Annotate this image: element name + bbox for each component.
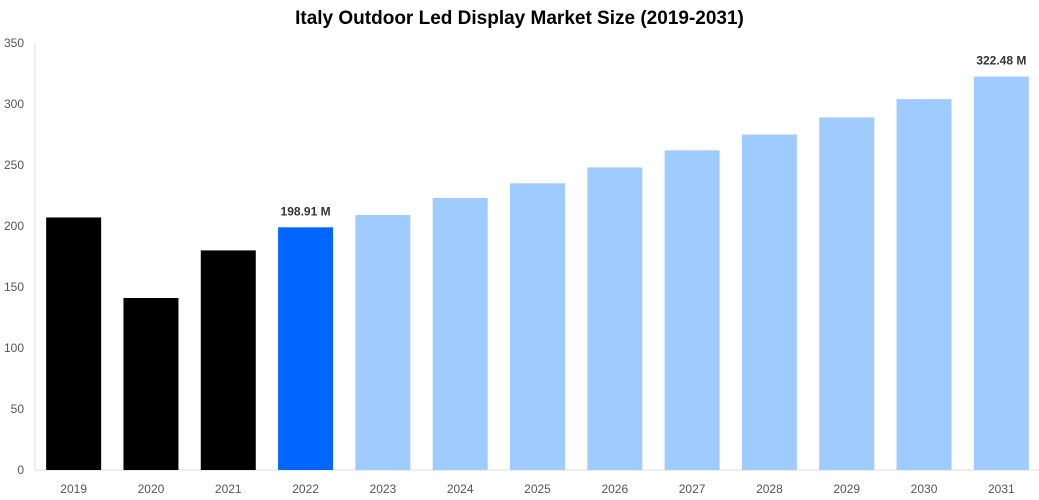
data-label-2031: 322.48 M bbox=[976, 54, 1026, 68]
y-tick-label: 50 bbox=[11, 402, 25, 416]
bar-2028 bbox=[741, 134, 797, 470]
bar-2027 bbox=[664, 150, 720, 471]
y-tick-label: 300 bbox=[4, 97, 24, 111]
bar-2029 bbox=[819, 117, 875, 471]
x-tick-label: 2021 bbox=[215, 482, 242, 496]
x-tick-label: 2028 bbox=[756, 482, 783, 496]
x-tick-label: 2025 bbox=[524, 482, 551, 496]
y-tick-label: 150 bbox=[4, 280, 24, 294]
x-tick-label: 2030 bbox=[911, 482, 938, 496]
x-tick-label: 2026 bbox=[601, 482, 628, 496]
y-tick-label: 100 bbox=[4, 341, 24, 355]
bar-2023 bbox=[355, 215, 411, 470]
bar-2024 bbox=[432, 197, 488, 470]
x-tick-label: 2031 bbox=[988, 482, 1015, 496]
x-tick-label: 2027 bbox=[679, 482, 706, 496]
bar-2019 bbox=[46, 217, 102, 470]
bar-2031 bbox=[973, 76, 1029, 470]
data-label-2022: 198.91 M bbox=[281, 204, 331, 218]
y-tick-label: 250 bbox=[4, 158, 24, 172]
x-tick-label: 2020 bbox=[138, 482, 165, 496]
bar-2025 bbox=[510, 183, 565, 471]
bar-2022 bbox=[278, 227, 334, 470]
bar-2026 bbox=[587, 167, 643, 470]
x-tick-label: 2023 bbox=[370, 482, 397, 496]
bar-2030 bbox=[896, 99, 952, 471]
x-tick-label: 2024 bbox=[447, 482, 474, 496]
y-tick-label: 200 bbox=[4, 219, 24, 233]
chart-title: Italy Outdoor Led Display Market Size (2… bbox=[295, 8, 744, 29]
x-tick-label: 2019 bbox=[60, 482, 87, 496]
y-tick-label: 0 bbox=[17, 463, 24, 477]
x-tick-label: 2029 bbox=[833, 482, 860, 496]
x-tick-label: 2022 bbox=[292, 482, 319, 496]
bar-2020 bbox=[123, 297, 179, 470]
y-tick-label: 350 bbox=[4, 36, 24, 50]
bar-2021 bbox=[200, 250, 256, 470]
